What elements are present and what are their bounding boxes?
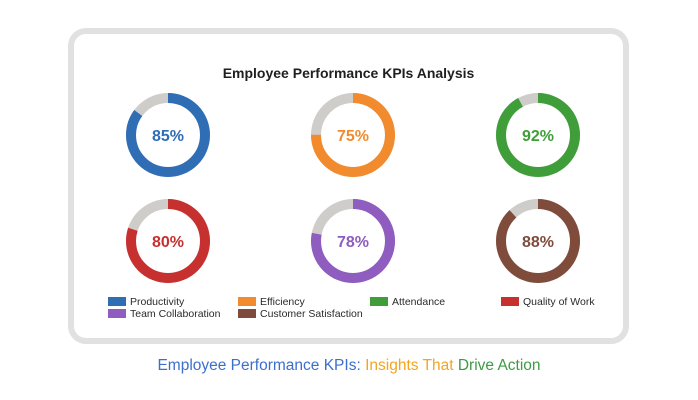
legend-label: Quality of Work [523, 296, 595, 308]
chart-card: Employee Performance KPIs Analysis 85% 75… [68, 28, 629, 344]
legend-item-team-collaboration: Team Collaboration [108, 308, 220, 320]
donut-value-label: 78% [337, 234, 369, 251]
caption-part-3: Drive Action [457, 357, 541, 374]
legend-swatch [238, 308, 256, 318]
legend-swatch [238, 296, 256, 306]
donut-value-label: 80% [152, 234, 184, 251]
legend-label: Efficiency [260, 296, 305, 308]
legend-swatch [108, 308, 126, 318]
donut-attendance: 92% [496, 93, 580, 177]
donut-value-label: 88% [522, 234, 554, 251]
caption-part-1: Employee Performance KPIs: [157, 357, 366, 374]
legend-label: Team Collaboration [130, 308, 221, 320]
legend-label: Customer Satisfaction [260, 308, 363, 320]
donut-value-slice [126, 93, 210, 177]
legend-item-customer-satisfaction: Customer Satisfaction [238, 308, 363, 320]
donut-value-slice [311, 199, 395, 283]
donut-customer-satisfaction: 88% [496, 199, 580, 283]
donut-team-collaboration: 78% [311, 199, 395, 283]
donut-value-slice [496, 93, 580, 177]
donut-efficiency: 75% [311, 93, 395, 177]
caption: Employee Performance KPIs: Insights That… [0, 357, 698, 375]
donut-value-label: 85% [152, 128, 184, 145]
legend-swatch [370, 296, 388, 306]
legend-item-quality-of-work: Quality of Work [501, 296, 595, 308]
chart-title: Employee Performance KPIs Analysis [222, 65, 475, 81]
caption-part-2: Insights That [365, 357, 458, 374]
legend: Productivity Efficiency Attendance Quali… [108, 296, 608, 326]
legend-swatch [501, 296, 519, 306]
donut-value-label: 75% [337, 128, 369, 145]
donut-grid: 85% 75% 92% 80% 78% 88% [126, 93, 580, 283]
donut-value-slice [311, 93, 395, 177]
legend-label: Productivity [130, 296, 185, 308]
donut-value-label: 92% [522, 128, 554, 145]
donut-value-slice [496, 199, 580, 283]
donut-productivity: 85% [126, 93, 210, 177]
legend-item-attendance: Attendance [370, 296, 445, 308]
donut-quality-of-work: 80% [126, 199, 210, 283]
donut-value-slice [126, 199, 210, 283]
legend-item-productivity: Productivity [108, 296, 184, 308]
legend-swatch [108, 296, 126, 306]
legend-item-efficiency: Efficiency [238, 296, 305, 308]
legend-label: Attendance [392, 296, 446, 308]
